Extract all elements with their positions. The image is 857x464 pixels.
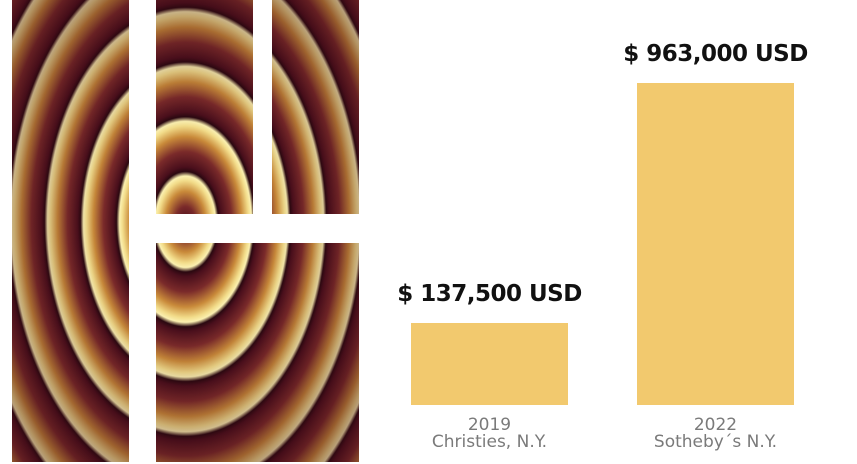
artwork-divider xyxy=(0,0,12,464)
category-label-2022: 2022 Sotheby´s N.Y. xyxy=(597,417,834,451)
artwork-divider xyxy=(156,214,359,243)
bar-2019 xyxy=(411,322,568,405)
category-year: 2019 xyxy=(467,415,512,435)
bar-2022 xyxy=(637,83,794,405)
category-label-2019: 2019 Christies, N.Y. xyxy=(371,417,608,451)
bar-chart: $ 137,500 USD $ 963,000 USD 2019 Christi… xyxy=(380,0,857,464)
artwork-divider xyxy=(253,0,272,214)
artwork-divider xyxy=(129,0,156,464)
category-venue: Christies, N.Y. xyxy=(431,432,548,452)
category-venue: Sotheby´s N.Y. xyxy=(653,432,778,452)
data-label-2022: $ 963,000 USD xyxy=(623,41,808,67)
artwork-divider xyxy=(0,462,360,464)
data-label-2019: $ 137,500 USD xyxy=(397,280,582,307)
category-year: 2022 xyxy=(693,415,738,435)
